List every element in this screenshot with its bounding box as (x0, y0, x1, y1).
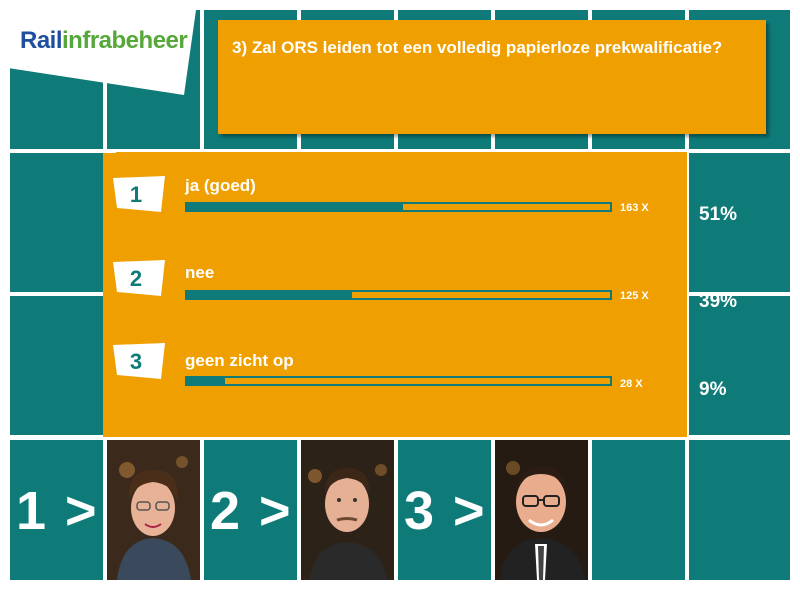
grid-tile (10, 296, 103, 435)
grid-tile (689, 440, 790, 580)
answer-bar (185, 202, 612, 212)
answer-number-tag: 2 (111, 260, 169, 298)
answer-bar-fill (187, 378, 226, 384)
railinfrabeheer-logo: Railinfrabeheer (8, 10, 196, 95)
tag-shape-icon (113, 260, 165, 296)
man-portrait-icon (301, 440, 394, 580)
man-with-glasses-portrait-icon (495, 440, 588, 580)
grid-tile (10, 440, 103, 580)
answer-number: 2 (129, 266, 143, 291)
answer-label: nee (185, 263, 215, 282)
answer-number: 1 (129, 182, 143, 207)
grid-tile (398, 440, 491, 580)
grid-tile (10, 153, 103, 292)
question-text: 3) Zal ORS leiden tot een volledig papie… (232, 38, 723, 57)
tag-shape-icon (113, 176, 165, 212)
answer-number: 3 (129, 349, 143, 374)
panelist-photo (301, 440, 394, 580)
answer-count: 163 X (620, 202, 649, 214)
grid-tile (204, 440, 297, 580)
answer-number-tag: 3 (111, 343, 169, 381)
logo-text-infrabeheer: infrabeheer (62, 27, 188, 54)
answer-count: 125 X (620, 290, 649, 302)
answer-bar-fill (187, 292, 352, 298)
woman-portrait-icon (107, 440, 200, 580)
panelist-number-label: 2 > (210, 481, 293, 541)
panelist-photo (495, 440, 588, 580)
answer-percent: 9% (699, 379, 727, 400)
answer-number-tag: 1 (111, 176, 169, 214)
answer-bar (185, 290, 612, 300)
answer-count: 28 X (620, 378, 643, 390)
logo-text-rail: Rail (20, 27, 63, 54)
logo-background (8, 10, 196, 95)
answer-percent: 39% (699, 291, 738, 312)
question-box: 3) Zal ORS leiden tot een volledig papie… (218, 20, 766, 134)
answer-bar (185, 376, 612, 386)
answer-panel: 1 ja (goed) 163 X 2 nee 125 X 3 geen zic… (113, 152, 687, 437)
grid-tile (592, 440, 685, 580)
answer-bar-fill (187, 204, 403, 210)
panel-edge (103, 153, 116, 437)
answer-label: geen zicht op (185, 351, 294, 370)
grid-tile (689, 296, 790, 435)
panelist-number-label: 1 > (16, 481, 99, 541)
answer-label: ja (goed) (185, 176, 256, 195)
answer-percent: 51% (699, 204, 738, 225)
grid-tile (689, 153, 790, 292)
panelist-photo (107, 440, 200, 580)
tag-shape-icon (113, 343, 165, 379)
panelist-number-label: 3 > (404, 481, 487, 541)
